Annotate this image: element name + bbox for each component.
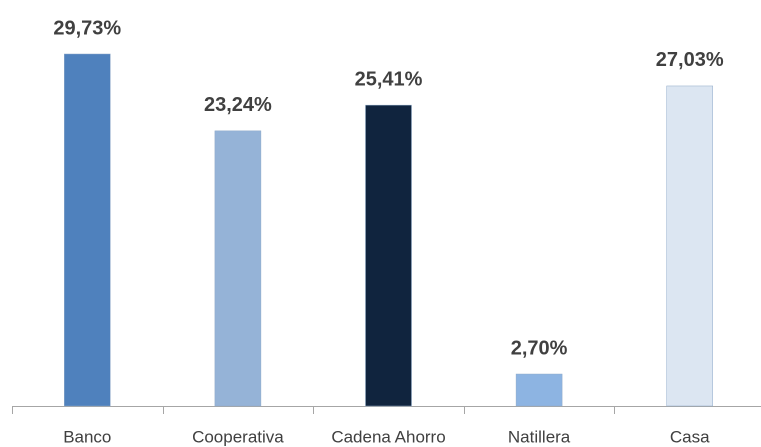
x-tick-label: Cooperativa <box>192 427 284 446</box>
bar <box>214 130 262 407</box>
x-tick-label: Casa <box>670 427 710 446</box>
data-label: 27,03% <box>656 49 724 71</box>
bar <box>666 85 713 407</box>
bar <box>64 53 111 407</box>
bar <box>365 104 412 407</box>
bar <box>515 373 563 407</box>
data-label: 2,70% <box>511 337 568 359</box>
x-tick-label: Cadena Ahorro <box>331 427 445 446</box>
x-tick-label: Banco <box>63 427 111 446</box>
x-tick-label: Natillera <box>508 427 571 446</box>
data-label: 25,41% <box>355 68 423 90</box>
data-label: 23,24% <box>204 94 272 116</box>
data-label: 29,73% <box>53 17 121 39</box>
